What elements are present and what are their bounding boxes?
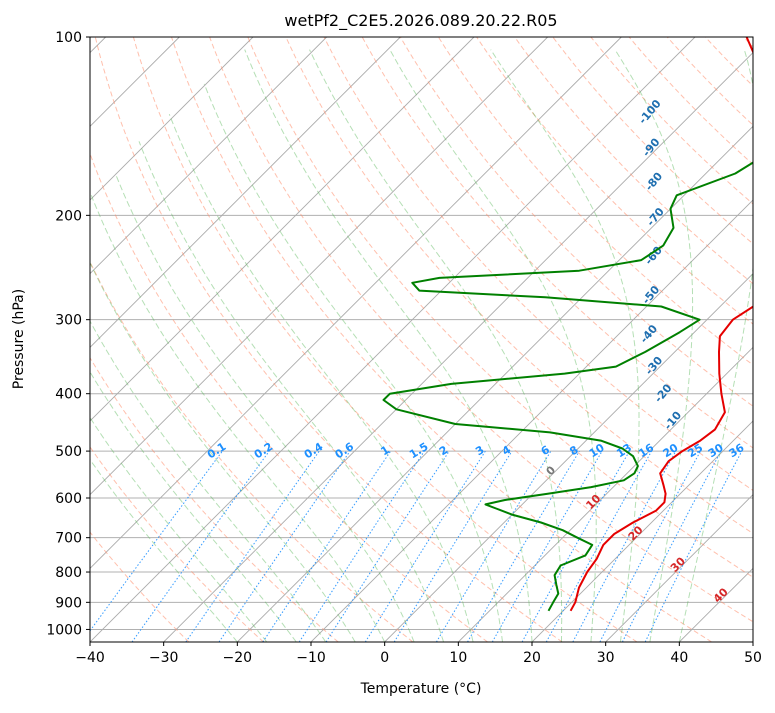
y-tick-label: 500 (55, 444, 82, 460)
dry-adiabat-line (744, 37, 775, 642)
y-tick-label: 800 (55, 565, 82, 581)
isotherm-line (237, 37, 775, 642)
y-tick-label: 600 (55, 491, 82, 507)
isotherm-line (458, 37, 775, 642)
mixing-ratio-line (132, 451, 269, 642)
moist-adiabat-line (310, 50, 562, 642)
mixing-ratio-label: 4 (500, 443, 514, 458)
moist-adiabat-line (49, 234, 326, 642)
y-tick-label: 1000 (46, 622, 82, 638)
x-axis-ticks: −40 −30 −20 −10 0 10 20 30 40 50 (75, 642, 762, 666)
y-tick-label: 700 (55, 531, 82, 547)
isotherm-line (0, 37, 327, 642)
mixing-ratio-label: 1.5 (407, 440, 430, 461)
mixing-ratio-label: 30 (706, 441, 726, 460)
x-tick-label: −20 (223, 650, 253, 666)
x-tick-label: −30 (149, 650, 179, 666)
chart-title: wetPf2_C2E5.2026.089.20.22.R05 (284, 11, 557, 31)
y-tick-label: 300 (55, 313, 82, 329)
x-tick-label: −10 (296, 650, 326, 666)
dry-adiabat-label: -70 (644, 205, 667, 229)
mixing-ratio-label: 10 (587, 441, 607, 460)
mixing-ratio-label: 0.1 (205, 440, 228, 461)
mixing-ratio-label: 6 (539, 443, 553, 458)
dewpoint-profile (384, 37, 775, 611)
mixing-ratio-label: 0.6 (333, 440, 357, 462)
y-tick-label: 200 (55, 208, 82, 224)
background-lines (0, 37, 775, 642)
x-tick-label: 10 (449, 650, 467, 666)
mixing-ratio-label: 20 (661, 441, 681, 460)
dry-adiabat-line (667, 37, 775, 642)
mixing-ratio-line (326, 451, 449, 642)
isotherm-line (532, 37, 775, 642)
x-tick-label: 50 (744, 650, 762, 666)
y-tick-label: 400 (55, 387, 82, 403)
mixing-ratio-line (522, 451, 629, 642)
isotherm-line (0, 37, 548, 642)
dry-adiabat-label: -80 (643, 170, 666, 194)
dry-adiabat-label: -40 (638, 322, 661, 346)
y-tick-label: 100 (55, 30, 82, 46)
x-axis-label: Temperature (°C) (360, 681, 482, 697)
moist-adiabat-line (390, 50, 596, 642)
mixing-ratio-line (468, 451, 580, 642)
dry-adiabat-line (19, 37, 413, 642)
dry-adiabat-line (172, 37, 712, 642)
isotherm-line (385, 37, 775, 642)
x-tick-label: −40 (75, 650, 105, 666)
sounding-profiles (384, 37, 775, 611)
mixing-ratio-line (82, 451, 223, 642)
isotherm-line (0, 37, 253, 642)
y-axis-ticks: 100 200 300 400 500 600 700 800 900 1000 (46, 30, 90, 638)
moist-adiabat-line (204, 84, 502, 642)
dry-adiabat-label: -10 (661, 409, 684, 433)
isotherm-line (164, 37, 769, 642)
moist-adiabat-line (245, 50, 532, 642)
isotherm-line (90, 37, 695, 642)
dry-adiabat-line (0, 37, 263, 642)
dry-adiabat-label: -100 (636, 97, 664, 127)
x-tick-label: 30 (597, 650, 615, 666)
dry-adiabat-label: -50 (640, 283, 663, 307)
dry-adiabat-label: -30 (643, 354, 666, 378)
mixing-ratio-line (263, 451, 391, 642)
dry-adiabat-line (210, 37, 775, 642)
dry-adiabat-line (705, 37, 775, 642)
mixing-ratio-line (394, 451, 512, 642)
isotherm-line (0, 37, 400, 642)
y-tick-label: 900 (55, 595, 82, 611)
isotherm-line (753, 37, 775, 642)
moist-adiabat-line (91, 195, 384, 642)
mixing-ratio-label: 16 (636, 441, 656, 460)
dry-adiabat-line (57, 37, 488, 642)
isotherm-line (16, 37, 621, 642)
dry-adiabat-label: -90 (640, 135, 663, 159)
dry-adiabat-line (0, 37, 338, 642)
mixing-ratio-label: 0.4 (302, 440, 326, 462)
dry-adiabat-line (591, 37, 775, 642)
isotherm-line (679, 37, 775, 642)
mixing-ratio-label: 0.2 (252, 440, 275, 461)
moist-adiabat-line (0, 288, 237, 642)
mixing-ratio-line (219, 451, 350, 642)
y-axis-label: Pressure (hPa) (11, 289, 27, 389)
mixing-ratio-line (546, 451, 651, 642)
isotherm-line (0, 37, 474, 642)
mixing-ratio-line (645, 451, 742, 642)
moist-adiabat-line (14, 273, 266, 642)
dry-adiabat-line (133, 37, 637, 642)
isotherm-label: 10 (583, 492, 603, 512)
x-tick-label: 40 (670, 650, 688, 666)
x-tick-label: 0 (380, 650, 389, 666)
x-tick-label: 20 (523, 650, 541, 666)
plot-frame (90, 37, 753, 642)
dry-adiabat-label: -20 (652, 381, 675, 405)
dry-adiabat-line (438, 37, 775, 642)
